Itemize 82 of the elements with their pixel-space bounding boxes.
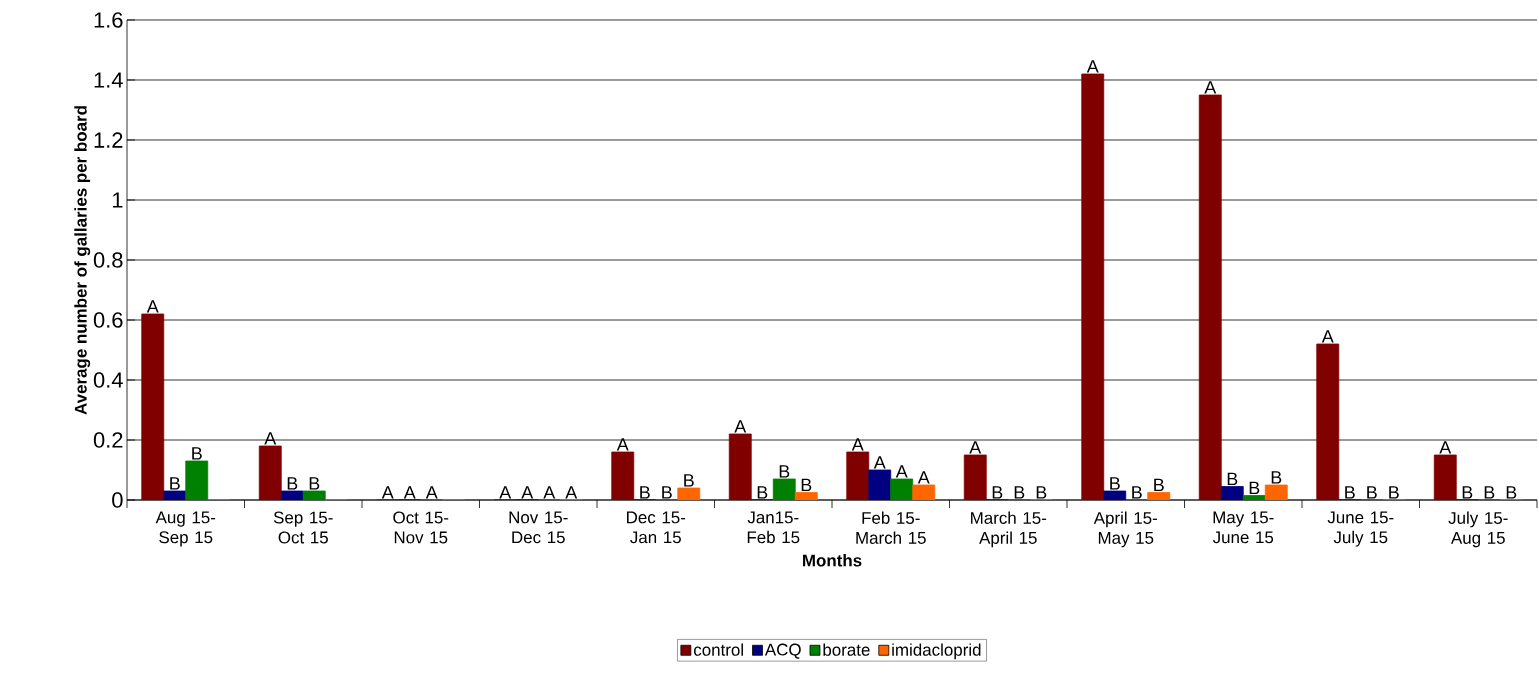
x-axis-title: Months [803,554,862,567]
data-label: B [1484,486,1495,499]
y-tick-label: 0.6 [93,312,123,328]
y-tick-label: 0.2 [93,432,123,448]
x-tick-label: July 15- Aug 15 [1448,511,1508,548]
bar [258,445,282,500]
data-label: A [521,486,534,499]
data-label: A [873,456,886,469]
bar [611,451,635,500]
data-label: A [403,486,416,499]
x-tick-label: Oct 15- Nov 15 [393,511,449,544]
bar [141,313,165,500]
data-label: B [1014,486,1025,499]
x-tick-label: Aug 15- Sep 15 [155,511,216,547]
x-tick-label: Feb 15- March 15 [856,511,926,544]
data-label: A [425,486,438,499]
data-label: A [734,420,747,433]
y-tick-label: 0.8 [93,252,123,268]
data-label: B [170,477,180,490]
x-tick-label: April 15- May 15 [1093,511,1157,548]
y-tick-label: 1 [112,192,123,208]
data-label: B [992,486,1003,499]
data-label: A [1321,330,1334,343]
data-label: B [192,447,202,460]
y-tick-label: 1.4 [94,72,123,88]
data-label: A [499,486,512,499]
legend-label: control [693,643,743,656]
data-label: B [1154,478,1164,492]
data-label: B [1367,486,1377,499]
y-axis-title: Average number of gallaries per board [74,106,91,415]
legend-label: ACQ [764,643,801,659]
legend-label: borate [823,643,870,656]
data-label: B [1110,477,1120,490]
data-label: B [1132,486,1142,499]
x-tick-label: Dec 15- Jan 15 [627,511,686,544]
data-label: A [264,432,277,445]
data-label: A [146,300,159,313]
data-label: B [309,477,320,490]
data-label: A [917,471,930,484]
data-label: A [381,486,394,499]
data-label: A [565,486,578,499]
bar [1081,73,1105,500]
data-label: B [662,486,672,499]
data-label: A [1439,441,1452,454]
bar [1316,343,1340,500]
x-tick-label: Nov 15- Dec 15 [509,511,568,544]
bar [1198,94,1222,500]
bar [1433,454,1457,500]
data-label: B [1462,486,1473,499]
data-label: B [1227,472,1238,486]
data-label: B [640,486,650,499]
data-label: A [1086,60,1099,73]
data-label: A [851,438,864,451]
data-label: B [757,486,768,499]
data-label: B [1249,481,1260,495]
x-tick-label: Sep 15- Oct 15 [273,511,333,544]
x-tick-label: June 15- July 15 [1327,511,1394,547]
data-label: A [895,465,908,478]
data-label: B [1036,486,1047,499]
y-tick-label: 0.4 [93,372,123,388]
bar [846,451,870,500]
y-tick-label: 1.2 [94,132,123,148]
data-label: B [1345,486,1355,499]
x-tick-label: Jan15- Feb 15 [747,511,800,544]
data-label: A [543,486,556,499]
data-label: B [1271,471,1282,484]
data-label: A [969,441,982,454]
data-label: A [1204,81,1217,94]
y-tick-label: 0 [112,492,123,508]
y-tick-label: 1.6 [94,12,123,28]
bar [728,433,752,500]
data-label: B [684,474,694,487]
x-tick-label: March 15- April 15 [971,511,1047,548]
data-label: B [287,477,298,490]
bar [963,454,987,500]
x-tick-label: May 15- June 15 [1212,511,1274,544]
data-label: B [1389,486,1399,499]
data-label: B [779,465,790,478]
data-label: B [801,478,812,492]
data-label: B [1506,486,1517,499]
data-label: A [616,438,629,451]
legend-label: imidacloprid [892,643,981,660]
